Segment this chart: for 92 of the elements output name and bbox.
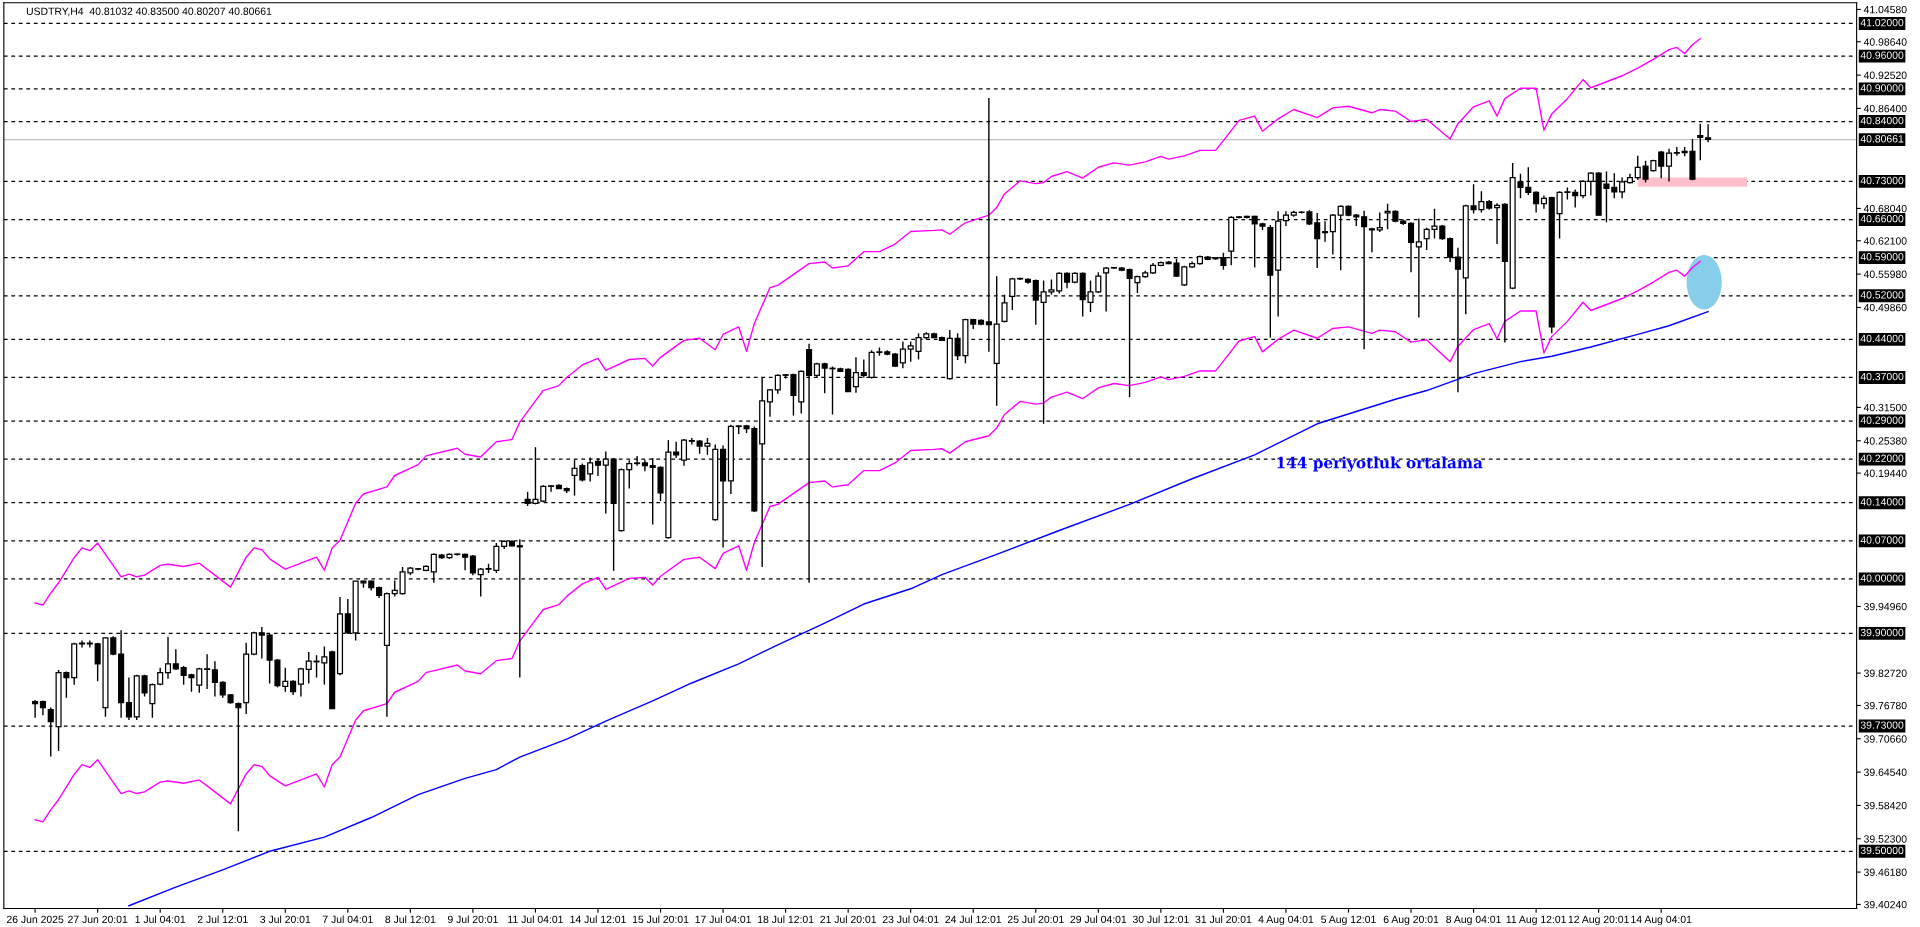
y-tick-label: 40.92520	[1863, 71, 1907, 79]
candlestick	[1665, 148, 1673, 183]
candlestick	[297, 667, 304, 698]
chart-title: USDTRY,H4 40.81032 40.83500 40.80207 40.80661	[26, 7, 272, 17]
candlestick	[1673, 146, 1680, 157]
candlestick	[548, 484, 555, 493]
x-tick-label: 8 Jul 12:01	[385, 915, 436, 924]
y-tick-label: 40.25380	[1863, 437, 1907, 445]
y-tick-label: 39.82720	[1863, 669, 1907, 677]
y-tick-label: 39.94960	[1863, 602, 1907, 611]
y-tick-label: 40.86400	[1863, 104, 1907, 113]
x-tick-label: 24 Jul 12:01	[945, 915, 1002, 924]
y-tick-label: 40.98640	[1863, 38, 1907, 46]
ref-line-label: 40.07000	[1860, 536, 1904, 544]
x-tick-label: 1 Jul 04:01	[135, 915, 186, 924]
y-tick-label: 39.64540	[1863, 768, 1907, 776]
line-series	[34, 38, 1701, 606]
y-tick-label: 40.49860	[1863, 303, 1907, 312]
x-tick-label: 26 Jun 2025	[6, 915, 64, 924]
candlestick	[1705, 123, 1712, 143]
ref-line-label: 40.44000	[1860, 334, 1904, 343]
ref-line-label: 39.73000	[1860, 721, 1904, 729]
ref-line-label: 39.50000	[1860, 846, 1904, 855]
x-tick-label: 4 Aug 04:01	[1258, 915, 1314, 926]
y-tick-label: 40.68040	[1863, 204, 1907, 213]
candlestick	[1658, 150, 1665, 179]
x-tick-label: 8 Aug 04:01	[1446, 915, 1501, 926]
y-tick-label: 40.19440	[1863, 469, 1907, 477]
x-tick-label: 6 Aug 20:01	[1383, 915, 1439, 926]
series-label: 144 periyotluk ortalama	[1277, 456, 1483, 472]
ref-line-label: 40.66000	[1860, 214, 1904, 223]
candlestick	[634, 455, 641, 467]
x-tick-label: 15 Jul 20:01	[632, 915, 689, 924]
x-tick-label: 14 Jul 12:01	[570, 915, 626, 924]
candlestick	[1321, 220, 1329, 243]
x-tick-label: 21 Jul 20:01	[820, 915, 877, 924]
candlestick	[204, 653, 211, 690]
y-tick-label: 39.46180	[1863, 868, 1907, 876]
x-tick-label: 14 Aug 04:01	[1631, 915, 1692, 926]
ref-line-label: 40.29000	[1860, 416, 1904, 424]
ref-line-label: 40.80661	[1860, 135, 1904, 143]
y-tick-label: 39.76780	[1863, 701, 1907, 710]
x-tick-label: 7 Jul 04:01	[322, 915, 373, 924]
ref-line-label: 40.52000	[1860, 291, 1904, 299]
x-tick-label: 12 Aug 20:01	[1568, 915, 1629, 926]
ref-line-label: 40.37000	[1860, 372, 1904, 381]
candlestick	[211, 660, 218, 698]
ref-line-label: 40.14000	[1860, 498, 1904, 506]
ref-line-label: 40.59000	[1860, 253, 1904, 261]
candlestick	[164, 636, 172, 680]
x-tick-label: 17 Jul 04:01	[695, 915, 751, 924]
candlestick	[899, 340, 906, 369]
ref-line-label: 39.90000	[1860, 628, 1904, 637]
candlestick	[125, 676, 132, 721]
x-tick-label: 3 Jul 20:01	[260, 915, 311, 924]
ref-line-label: 41.02000	[1860, 18, 1904, 27]
x-tick-label: 11 Aug 12:01	[1506, 915, 1566, 926]
y-tick-label: 40.55980	[1863, 270, 1907, 278]
y-tick-label: 39.70660	[1863, 735, 1907, 743]
x-tick-label: 29 Jul 04:01	[1070, 915, 1127, 924]
x-tick-label: 18 Jul 12:01	[758, 915, 814, 924]
candlestick	[172, 648, 179, 671]
y-tick-label: 39.40240	[1863, 900, 1907, 909]
candlestick	[766, 388, 774, 418]
candlestick	[469, 554, 476, 576]
y-tick-label: 39.52300	[1863, 835, 1907, 843]
candlestick	[1368, 227, 1375, 253]
x-tick-label: 27 Jun 20:01	[68, 915, 128, 924]
x-tick-label: 30 Jul 12:01	[1132, 915, 1189, 924]
y-tick-label: 40.62100	[1863, 237, 1907, 245]
candlestick	[1533, 190, 1540, 214]
ref-line-label: 40.96000	[1860, 51, 1904, 59]
ref-line-label: 40.00000	[1860, 574, 1904, 582]
x-tick-label: 11 Jul 04:01	[508, 915, 563, 924]
y-tick-label: 40.31500	[1863, 403, 1907, 412]
x-tick-label: 9 Jul 20:01	[447, 915, 498, 924]
x-tick-label: 2 Jul 12:01	[197, 915, 248, 924]
y-tick-label: 39.58420	[1863, 801, 1907, 810]
x-tick-label: 5 Aug 12:01	[1321, 915, 1376, 926]
ref-line-label: 40.90000	[1860, 84, 1904, 92]
y-tick-label: 41.04580	[1863, 5, 1907, 14]
x-tick-label: 23 Jul 04:01	[882, 915, 939, 924]
ref-line-label: 40.22000	[1860, 454, 1904, 462]
line-series	[128, 310, 1709, 907]
ref-line-label: 40.84000	[1860, 116, 1904, 125]
candlestick	[462, 552, 469, 571]
line-series	[34, 260, 1701, 823]
candlestick	[1697, 122, 1704, 161]
x-tick-label: 31 Jul 20:01	[1195, 915, 1252, 924]
x-tick-label: 25 Jul 20:01	[1007, 915, 1064, 924]
candlestick	[32, 699, 39, 719]
ref-line-label: 40.73000	[1860, 176, 1904, 185]
